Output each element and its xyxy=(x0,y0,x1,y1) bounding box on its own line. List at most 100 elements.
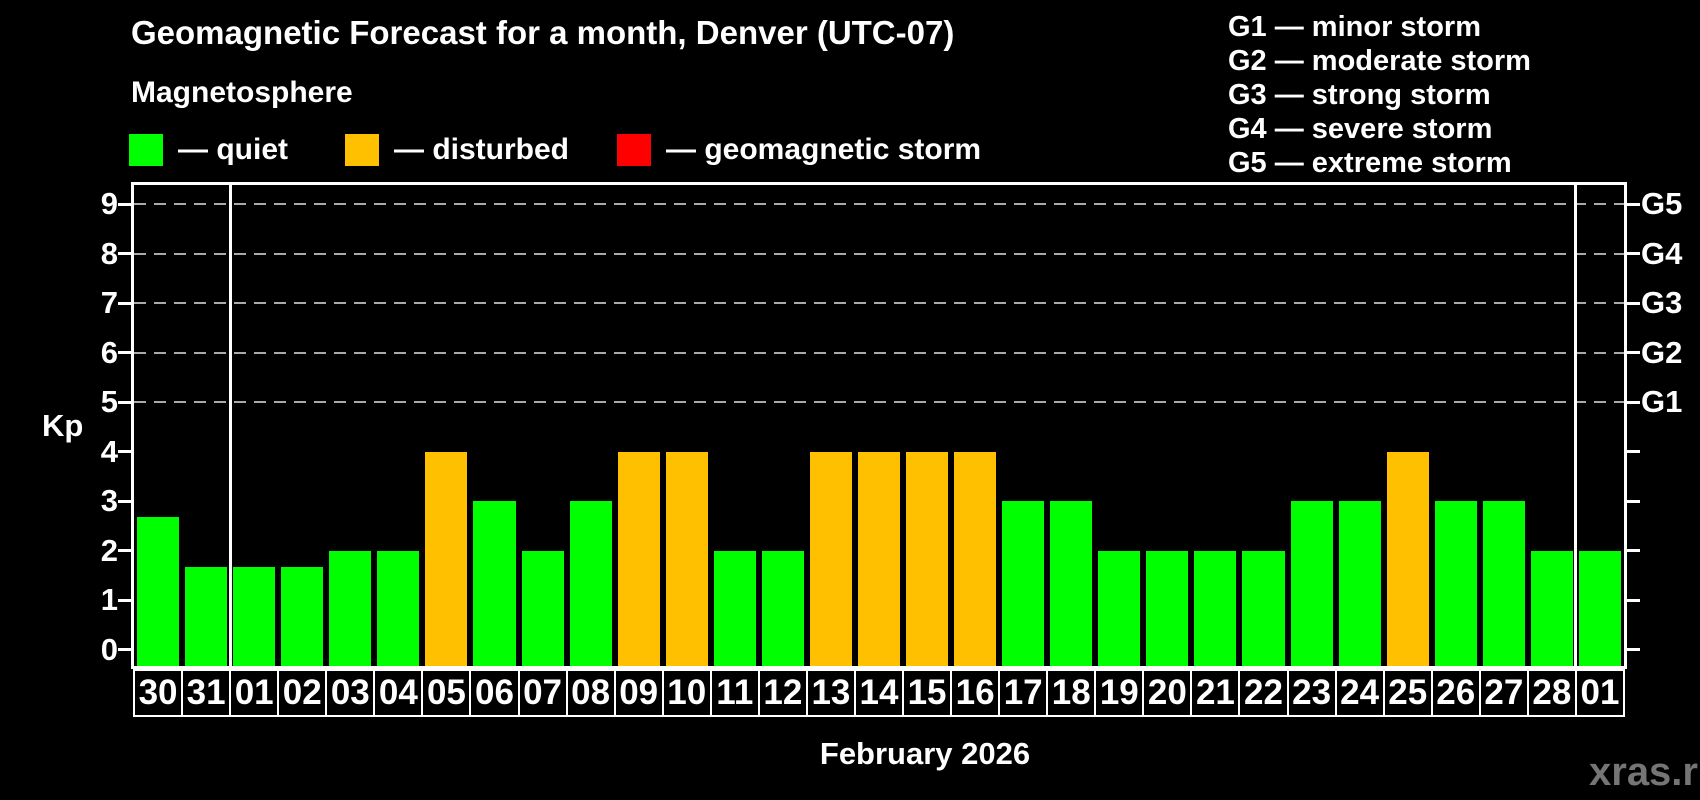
day-label-27-26: 26 xyxy=(1430,669,1481,717)
g-legend-line-g3: G3 — strong storm xyxy=(1228,79,1491,111)
kp-bar-day-27 xyxy=(1482,501,1525,666)
right-tick-kp6 xyxy=(1627,351,1640,354)
y-axis-label-6: 6 xyxy=(100,334,118,370)
g-axis-label-g1: G1 xyxy=(1641,384,1683,419)
day-label-17-16: 16 xyxy=(950,669,1001,717)
legend-item-storm: — geomagnetic storm xyxy=(617,133,981,167)
day-label-24-23: 23 xyxy=(1286,669,1337,717)
right-tick-kp5 xyxy=(1627,400,1640,404)
kp-bar-day-22 xyxy=(1242,550,1285,666)
day-label-0-30: 30 xyxy=(133,669,184,717)
day-label-14-13: 13 xyxy=(805,669,856,717)
day-label-30-01: 01 xyxy=(1574,669,1625,717)
legend-item-disturbed: — disturbed xyxy=(345,133,569,167)
page-title: Geomagnetic Forecast for a month, Denver… xyxy=(131,14,955,51)
right-tick-kp9 xyxy=(1627,202,1640,206)
left-tick-kp3 xyxy=(118,499,131,503)
kp-bar-day-01 xyxy=(233,566,276,666)
day-label-16-15: 15 xyxy=(902,669,953,717)
kp-bar-chart-plot-area: 0 1 2 3 4 5 6 7 8 9 G1 G2 G3 G4 G5 xyxy=(101,182,1682,669)
quiet-color-swatch xyxy=(129,134,163,166)
day-label-21-20: 20 xyxy=(1142,669,1193,717)
kp-bar-day-19 xyxy=(1098,550,1141,666)
kp-bar-day-03 xyxy=(329,550,372,666)
kp-bar-day-06 xyxy=(473,501,516,666)
left-tick-kp8 xyxy=(118,252,131,255)
y-axis-label-9: 9 xyxy=(100,186,118,221)
day-label-11-10: 10 xyxy=(661,669,712,717)
kp-bar-day-07 xyxy=(521,550,564,666)
y-axis-label-4: 4 xyxy=(100,433,118,469)
legend-quiet-label: — quiet xyxy=(178,133,288,166)
kp-bar-day-16 xyxy=(954,451,997,666)
g-legend-line-g5: G5 — extreme storm xyxy=(1228,147,1512,179)
kp-bar-day-11 xyxy=(713,550,756,666)
day-label-19-18: 18 xyxy=(1046,669,1097,717)
day-label-10-09: 09 xyxy=(613,669,664,717)
y-axis-label-7: 7 xyxy=(100,285,118,320)
g-axis-label-g3: G3 xyxy=(1641,285,1683,320)
right-tick-kp7 xyxy=(1627,301,1640,305)
kp-bar-day-25 xyxy=(1386,451,1429,666)
kp-bar-day-20 xyxy=(1146,550,1189,666)
day-label-20-19: 19 xyxy=(1094,669,1145,717)
day-label-7-06: 06 xyxy=(469,669,520,717)
g-legend-line-g2: G2 — moderate storm xyxy=(1228,45,1531,77)
day-label-2-01: 01 xyxy=(229,669,280,717)
kp-bar-day-02 xyxy=(281,566,324,666)
y-axis-label-5: 5 xyxy=(100,384,118,419)
x-axis-day-labels: 30 31 01 02 03 04 05 06 07 08 09 10 11 12 13 14 15 16 17 18… xyxy=(133,669,1625,717)
left-tick-kp9 xyxy=(118,202,131,206)
day-label-13-12: 12 xyxy=(757,669,808,717)
day-label-5-04: 04 xyxy=(373,669,424,717)
day-label-15-14: 14 xyxy=(853,669,905,717)
y-axis-label-2: 2 xyxy=(100,532,118,568)
kp-bar-day-31 xyxy=(185,566,228,666)
gridline-kp5 xyxy=(134,401,1624,403)
day-label-23-22: 22 xyxy=(1238,669,1289,717)
gridline-kp8 xyxy=(134,252,1624,255)
day-label-22-21: 21 xyxy=(1190,669,1241,717)
gridline-kp6 xyxy=(134,351,1624,354)
g-scale-legend: G1 — minor storm G2 — moderate storm G3 … xyxy=(1228,10,1531,180)
kp-bar-day-14 xyxy=(857,451,901,666)
y-axis-label-8: 8 xyxy=(100,235,118,271)
right-tick-kp0 xyxy=(1627,648,1640,651)
day-label-25-24: 24 xyxy=(1334,669,1385,717)
left-tick-kp1 xyxy=(118,598,131,602)
chart-subtitle: Magnetosphere xyxy=(131,76,353,109)
gridline-kp9 xyxy=(134,203,1624,205)
day-label-12-11: 11 xyxy=(709,669,760,717)
day-label-28-27: 27 xyxy=(1478,669,1529,717)
kp-bar-day-13 xyxy=(809,451,852,666)
legend-storm-label: — geomagnetic storm xyxy=(666,133,982,166)
kp-bar-day-30 xyxy=(137,517,180,666)
kp-bar-day-10 xyxy=(665,451,708,666)
kp-bar-day-17 xyxy=(1002,501,1045,666)
kp-bar-day-09 xyxy=(617,451,660,666)
month-boundary-line xyxy=(228,185,232,666)
watermark: xras.ru xyxy=(1589,750,1700,794)
kp-bar-day-26 xyxy=(1434,501,1477,666)
g-axis-label-g2: G2 xyxy=(1641,334,1683,370)
right-tick-kp2 xyxy=(1627,549,1640,552)
left-tick-kp7 xyxy=(118,301,131,305)
storm-color-swatch xyxy=(617,134,651,166)
y-axis-label-0: 0 xyxy=(100,631,118,667)
day-label-29-28: 28 xyxy=(1526,669,1577,717)
day-label-3-02: 02 xyxy=(277,669,328,717)
kp-bar-day-18 xyxy=(1050,501,1093,666)
left-tick-kp4 xyxy=(118,450,131,453)
kp-bar-day-08 xyxy=(569,501,612,666)
day-label-18-17: 17 xyxy=(998,669,1049,717)
kp-bar-day-15 xyxy=(906,451,949,666)
g-legend-line-g4: G4 — severe storm xyxy=(1228,113,1493,145)
kp-bar-day-24 xyxy=(1338,501,1381,666)
y-axis-title: Kp xyxy=(42,408,84,443)
day-label-6-05: 05 xyxy=(421,669,472,717)
y-axis-label-1: 1 xyxy=(100,582,118,617)
kp-bar-day-21 xyxy=(1194,550,1237,666)
legend-disturbed-label: — disturbed xyxy=(394,133,570,166)
day-label-4-03: 03 xyxy=(325,669,376,717)
x-axis-title: February 2026 xyxy=(819,736,1031,771)
